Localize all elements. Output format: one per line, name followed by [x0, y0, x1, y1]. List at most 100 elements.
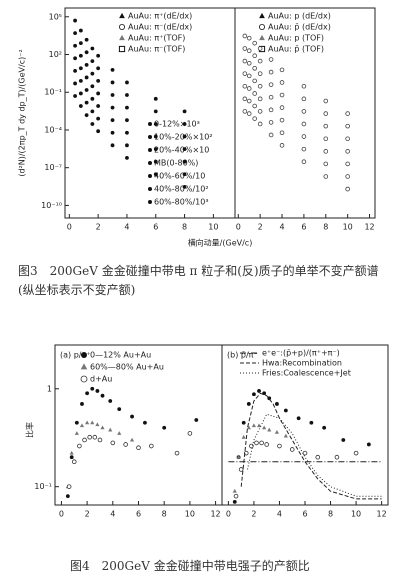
marker [108, 427, 113, 432]
x-tick-label: 6 [301, 223, 306, 232]
marker [90, 420, 95, 425]
marker [279, 80, 285, 85]
marker [79, 423, 85, 428]
legend-label: Fries:Coalescence+Jet [262, 369, 351, 378]
marker-legend-label: AuAu: π⁻(dE/dx) [128, 23, 192, 32]
x-tick-label: 8 [182, 223, 187, 232]
marker [110, 105, 115, 110]
marker [279, 92, 285, 98]
figure3-caption: 图3 200GeV 金金碰撞中带电 π 粒子和(反)质子的单举不变产额谱(纵坐标… [18, 264, 379, 297]
marker [119, 34, 125, 41]
marker [246, 35, 252, 41]
marker [246, 111, 252, 116]
model-curve [240, 392, 382, 500]
marker [96, 116, 101, 121]
marker [246, 61, 252, 66]
marker [80, 363, 88, 370]
marker [153, 134, 158, 139]
x-tick-label: 2 [251, 510, 256, 519]
marker [301, 134, 307, 139]
marker [257, 58, 263, 64]
marker [323, 161, 329, 167]
marker [249, 443, 254, 449]
x-tick-label: 12 [377, 510, 387, 519]
x-tick-label: 4 [124, 223, 129, 232]
marker [246, 402, 251, 406]
marker [84, 37, 89, 42]
marker [259, 34, 265, 41]
marker [130, 414, 134, 419]
marker [301, 109, 307, 114]
marker-legend-label: AuAu: p (dE/dx) [268, 12, 331, 21]
marker [148, 187, 152, 191]
marker [232, 488, 237, 493]
marker [345, 186, 350, 192]
marker [252, 392, 256, 397]
marker [73, 94, 77, 98]
legend-label: 0—12% Au+Au [90, 351, 151, 360]
marker [90, 109, 95, 114]
marker [323, 98, 329, 104]
marker [143, 420, 147, 425]
x-tick-label: 0 [226, 510, 231, 519]
marker [153, 96, 158, 101]
marker [95, 389, 100, 393]
marker [73, 43, 77, 48]
marker [251, 423, 257, 428]
marker [366, 442, 371, 447]
marker [110, 440, 116, 446]
marker [78, 66, 83, 71]
legend-label: 60%-80%/10³ [154, 198, 209, 207]
marker [242, 96, 248, 102]
x-tick-label: 12 [364, 223, 374, 232]
marker [182, 159, 187, 164]
marker [182, 134, 187, 139]
marker [90, 46, 95, 51]
y-axis-label: 比率 [25, 422, 35, 438]
marker [268, 132, 274, 138]
marker [301, 96, 307, 102]
x-tick-label: 2 [96, 223, 101, 232]
marker [262, 425, 267, 430]
marker [241, 434, 246, 439]
marker [90, 122, 95, 126]
marker [252, 116, 257, 121]
marker [85, 420, 90, 425]
marker [153, 109, 158, 114]
marker [125, 118, 129, 123]
marker [256, 423, 262, 428]
x-tick-label: 0 [67, 223, 72, 232]
y-tick-label: 10² [49, 50, 62, 59]
y-tick-label: 10⁻¹ [34, 482, 52, 491]
marker [257, 83, 263, 89]
marker [345, 149, 350, 154]
marker [87, 434, 92, 440]
marker [268, 69, 274, 75]
marker [78, 91, 83, 96]
marker [264, 442, 269, 447]
marker [136, 445, 141, 451]
x-tick-label: 10 [343, 223, 353, 232]
marker [341, 438, 346, 442]
marker [65, 494, 70, 499]
marker [82, 437, 87, 443]
marker [69, 455, 74, 460]
marker [149, 443, 154, 449]
marker [110, 130, 115, 135]
marker [302, 450, 308, 456]
marker [148, 161, 152, 165]
marker [84, 113, 89, 118]
marker [252, 53, 257, 59]
marker [279, 67, 285, 73]
marker [117, 431, 122, 435]
marker [84, 75, 89, 80]
marker [259, 12, 265, 19]
marker [252, 40, 257, 46]
marker [242, 109, 248, 114]
marker [242, 83, 248, 89]
legend-label: 40%-80%/10² [154, 185, 209, 194]
marker [92, 434, 98, 440]
marker [345, 174, 350, 179]
marker [268, 107, 274, 113]
x-tick-label: 10 [208, 223, 218, 232]
